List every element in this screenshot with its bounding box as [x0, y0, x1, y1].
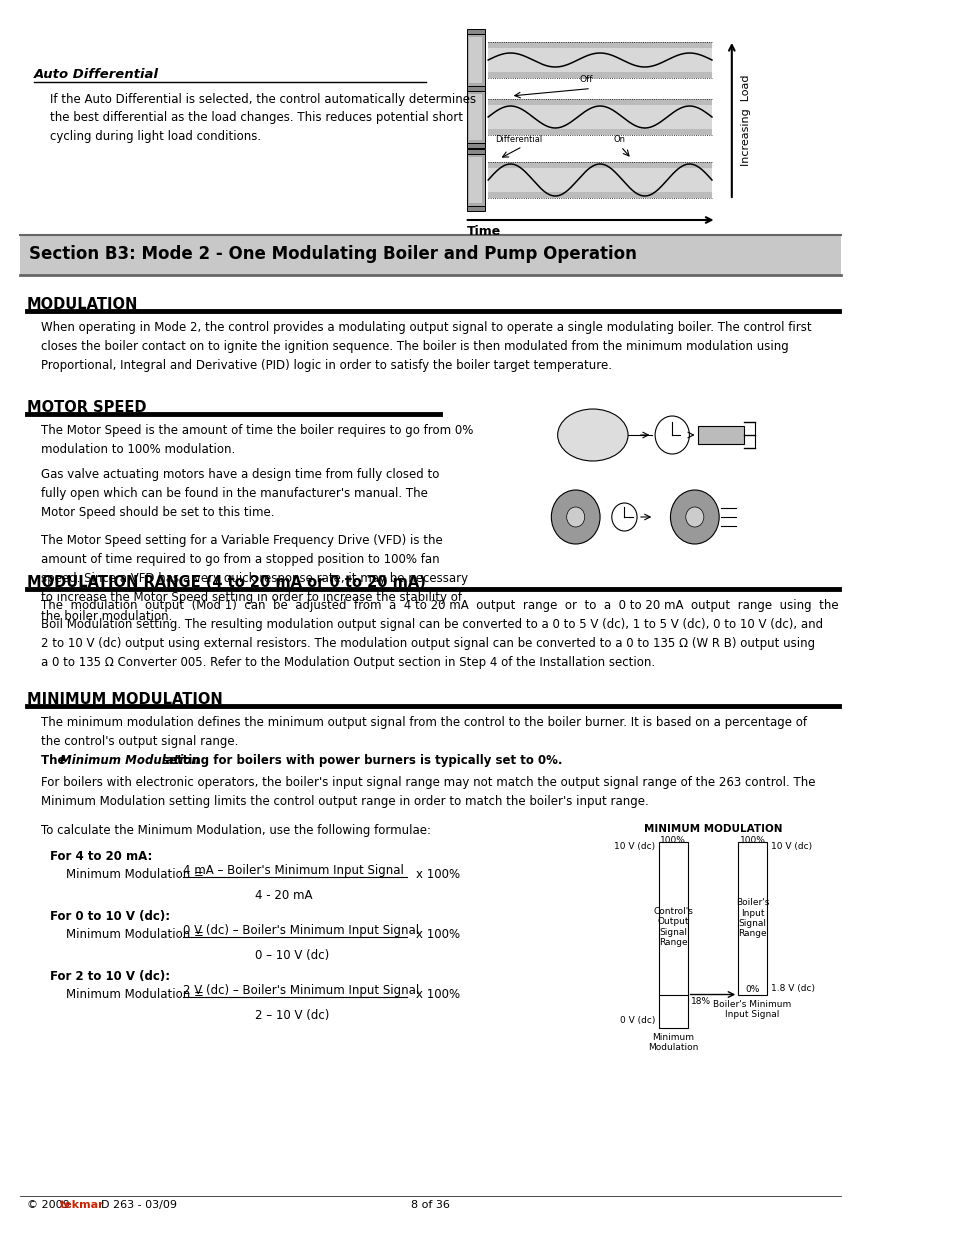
- Text: 4 mA – Boiler's Minimum Input Signal: 4 mA – Boiler's Minimum Input Signal: [183, 864, 404, 877]
- Text: 10 V (dc): 10 V (dc): [614, 842, 655, 851]
- Circle shape: [685, 508, 703, 527]
- Circle shape: [670, 490, 719, 543]
- Text: 2 V (dc) – Boiler's Minimum Input Signal: 2 V (dc) – Boiler's Minimum Input Signal: [183, 984, 419, 997]
- Text: For 2 to 10 V (dc):: For 2 to 10 V (dc):: [50, 969, 170, 983]
- Ellipse shape: [558, 409, 627, 461]
- Bar: [488, 99, 711, 135]
- Text: Minimum
Modulation: Minimum Modulation: [647, 1032, 698, 1052]
- Text: 100%: 100%: [659, 836, 685, 845]
- Text: Differential: Differential: [495, 135, 542, 143]
- Text: D 263 - 03/09: D 263 - 03/09: [93, 1200, 176, 1210]
- Text: MODULATION RANGE (4 to 20 mA or 0 to 20 mA): MODULATION RANGE (4 to 20 mA or 0 to 20 …: [27, 576, 425, 590]
- Bar: [488, 168, 711, 191]
- Bar: [466, 86, 484, 91]
- Text: Control's
Output
Signal
Range: Control's Output Signal Range: [653, 906, 693, 947]
- Text: 4 - 20 mA: 4 - 20 mA: [255, 889, 313, 902]
- Text: To calculate the Minimum Modulation, use the following formulae:: To calculate the Minimum Modulation, use…: [41, 824, 430, 837]
- Text: 0 V (dc) – Boiler's Minimum Input Signal: 0 V (dc) – Boiler's Minimum Input Signal: [183, 924, 419, 937]
- Text: 10 V (dc): 10 V (dc): [770, 842, 811, 851]
- Text: Gas valve actuating motors have a design time from fully closed to
fully open wh: Gas valve actuating motors have a design…: [41, 468, 438, 519]
- Text: The Motor Speed is the amount of time the boiler requires to go from 0%
modulati: The Motor Speed is the amount of time th…: [41, 424, 473, 456]
- Text: tekmar: tekmar: [59, 1200, 104, 1210]
- Text: Increasing  Load: Increasing Load: [740, 74, 750, 165]
- Text: The  modulation  output  (Mod 1)  can  be  adjusted  from  a  4 to 20 mA  output: The modulation output (Mod 1) can be adj…: [41, 599, 838, 669]
- Text: x 100%: x 100%: [416, 988, 459, 1002]
- Text: x 100%: x 100%: [416, 927, 459, 941]
- Text: Time: Time: [466, 225, 500, 238]
- Bar: [488, 48, 711, 72]
- Bar: [466, 86, 484, 91]
- Text: Minimum Modulation =: Minimum Modulation =: [66, 927, 204, 941]
- Bar: [469, 157, 481, 203]
- Circle shape: [655, 416, 689, 454]
- Circle shape: [611, 503, 637, 531]
- Text: MOTOR SPEED: MOTOR SPEED: [27, 400, 147, 415]
- Text: Minimum Modulation =: Minimum Modulation =: [66, 868, 204, 881]
- Circle shape: [566, 508, 584, 527]
- Text: For 4 to 20 mA:: For 4 to 20 mA:: [50, 850, 152, 863]
- Text: Minimum Modulation =: Minimum Modulation =: [66, 988, 204, 1002]
- Bar: [488, 42, 711, 78]
- Text: x 100%: x 100%: [416, 868, 459, 881]
- Text: Auto Differential: Auto Differential: [34, 68, 159, 82]
- Bar: [658, 842, 687, 1028]
- Text: The: The: [41, 755, 70, 767]
- Text: MODULATION: MODULATION: [27, 296, 138, 312]
- Text: When operating in Mode 2, the control provides a modulating output signal to ope: When operating in Mode 2, the control pr…: [41, 321, 810, 372]
- Text: For 0 to 10 V (dc):: For 0 to 10 V (dc):: [50, 910, 170, 923]
- Text: © 2009: © 2009: [27, 1200, 77, 1210]
- Bar: [20, 235, 841, 275]
- Text: 100%: 100%: [739, 836, 764, 845]
- Text: setting for boilers with power burners is typically set to 0%.: setting for boilers with power burners i…: [158, 755, 562, 767]
- Text: For boilers with electronic operators, the boiler's input signal range may not m: For boilers with electronic operators, t…: [41, 776, 814, 808]
- Bar: [466, 206, 484, 211]
- Text: 8 of 36: 8 of 36: [411, 1200, 450, 1210]
- Text: 18%: 18%: [691, 997, 711, 1005]
- Text: On: On: [613, 135, 625, 143]
- Bar: [466, 149, 484, 154]
- Text: If the Auto Differential is selected, the control automatically determines
the b: If the Auto Differential is selected, th…: [50, 93, 476, 143]
- Text: The Motor Speed setting for a Variable Frequency Drive (VFD) is the
amount of ti: The Motor Speed setting for a Variable F…: [41, 534, 467, 622]
- Bar: [466, 35, 484, 86]
- Text: 0 – 10 V (dc): 0 – 10 V (dc): [255, 948, 330, 962]
- Text: The minimum modulation defines the minimum output signal from the control to the: The minimum modulation defines the minim…: [41, 716, 805, 748]
- Bar: [738, 842, 766, 994]
- Text: Boiler's Minimum
Input Signal: Boiler's Minimum Input Signal: [713, 999, 791, 1019]
- Bar: [466, 91, 484, 143]
- Text: MINIMUM MODULATION: MINIMUM MODULATION: [27, 692, 223, 706]
- Bar: [466, 28, 484, 35]
- Bar: [697, 426, 743, 445]
- Text: 0 V (dc): 0 V (dc): [619, 1016, 655, 1025]
- Bar: [488, 162, 711, 198]
- Bar: [466, 154, 484, 206]
- Text: Off: Off: [579, 75, 593, 84]
- Text: 0%: 0%: [744, 984, 759, 993]
- Text: 1.8 V (dc): 1.8 V (dc): [770, 983, 814, 993]
- Text: Minimum Modulation: Minimum Modulation: [60, 755, 200, 767]
- Circle shape: [551, 490, 599, 543]
- Text: MINIMUM MODULATION: MINIMUM MODULATION: [643, 824, 781, 834]
- Bar: [488, 105, 711, 128]
- Text: 2 – 10 V (dc): 2 – 10 V (dc): [255, 1009, 330, 1023]
- Bar: [469, 94, 481, 140]
- Text: Boiler's
Input
Signal
Range: Boiler's Input Signal Range: [735, 898, 768, 939]
- Bar: [466, 143, 484, 148]
- Bar: [469, 37, 481, 83]
- Text: Section B3: Mode 2 - One Modulating Boiler and Pump Operation: Section B3: Mode 2 - One Modulating Boil…: [29, 245, 636, 263]
